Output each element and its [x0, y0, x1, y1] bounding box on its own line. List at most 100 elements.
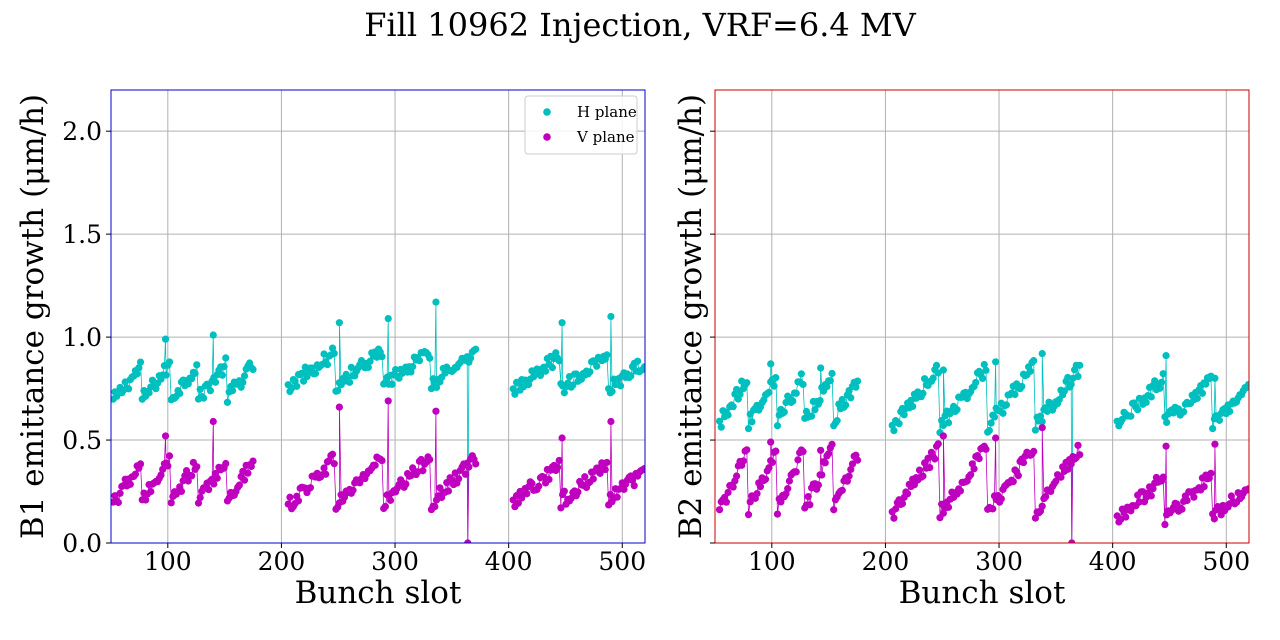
data-point	[1064, 465, 1072, 473]
data-point	[926, 463, 934, 472]
data-point	[386, 496, 395, 504]
data-point	[817, 446, 825, 454]
data-point	[999, 409, 1007, 417]
data-point	[589, 475, 597, 483]
data-point	[334, 387, 342, 395]
data-point	[409, 363, 417, 371]
data-point	[744, 424, 753, 433]
data-point	[847, 465, 855, 474]
legend-label: H plane	[577, 103, 637, 121]
data-point	[574, 488, 582, 496]
data-point	[349, 486, 357, 494]
data-point	[753, 489, 761, 498]
data-point	[845, 472, 853, 480]
data-point	[116, 489, 124, 497]
data-point	[330, 460, 338, 468]
y-tick-label: 2.0	[62, 117, 102, 146]
data-point	[1038, 417, 1046, 426]
data-point	[603, 351, 611, 359]
data-point	[1134, 406, 1142, 414]
data-point	[1244, 485, 1249, 493]
data-point	[743, 446, 751, 454]
data-point	[593, 362, 601, 370]
data-point	[909, 402, 917, 411]
data-point	[838, 395, 846, 404]
series-h-plane	[111, 298, 645, 543]
data-point	[799, 380, 807, 389]
data-point	[135, 364, 143, 372]
data-point	[1118, 415, 1126, 423]
data-point	[514, 499, 522, 507]
data-point	[167, 499, 175, 507]
data-point	[848, 460, 857, 468]
data-point	[1226, 407, 1234, 416]
data-point	[1207, 469, 1215, 477]
data-point	[765, 464, 773, 472]
data-point	[1211, 440, 1219, 448]
data-point	[322, 470, 330, 478]
data-point	[1147, 393, 1155, 401]
data-point	[630, 482, 638, 490]
data-point	[286, 493, 294, 501]
data-point	[206, 387, 215, 395]
y-axis-label: B2 emittance growth (μm/h)	[673, 94, 709, 539]
data-point	[1162, 352, 1170, 360]
data-point	[1074, 372, 1082, 381]
data-point	[773, 510, 782, 518]
data-point	[953, 406, 961, 414]
data-point	[184, 380, 192, 388]
series-v-plane	[715, 424, 1249, 543]
y-axis-label: B1 emittance growth (μm/h)	[15, 94, 51, 539]
data-point	[1209, 424, 1217, 433]
x-axis-label: Bunch slot	[295, 575, 462, 611]
x-tick-label: 400	[1089, 547, 1137, 576]
data-point	[1142, 398, 1150, 406]
data-point	[415, 357, 424, 365]
data-point	[528, 479, 536, 488]
data-point	[133, 370, 141, 378]
data-point	[724, 411, 732, 419]
data-point	[1076, 451, 1084, 459]
data-point	[603, 458, 611, 467]
data-point	[830, 506, 838, 514]
data-point	[1060, 387, 1068, 395]
data-point	[223, 398, 232, 406]
data-point	[164, 462, 172, 470]
data-point	[817, 364, 825, 372]
data-point	[345, 378, 354, 386]
data-point	[890, 514, 898, 522]
data-point	[640, 464, 645, 473]
data-point	[1161, 520, 1169, 529]
data-point	[797, 370, 805, 378]
data-point	[426, 354, 434, 362]
data-point	[814, 481, 822, 489]
data-point	[1038, 424, 1046, 432]
data-point	[806, 501, 814, 509]
data-point	[222, 459, 230, 468]
data-point	[213, 474, 221, 482]
data-point	[557, 504, 565, 512]
y-tick-label: 0.5	[62, 426, 102, 455]
data-point	[1193, 394, 1201, 402]
data-point	[1068, 539, 1076, 543]
data-point	[1183, 496, 1191, 505]
data-point	[555, 357, 563, 365]
x-tick-label: 300	[371, 547, 419, 576]
data-point	[125, 385, 133, 393]
data-point	[903, 490, 912, 498]
data-point	[613, 493, 621, 501]
data-point	[852, 383, 860, 391]
data-point	[785, 477, 794, 485]
data-point	[826, 377, 834, 385]
data-point	[293, 382, 301, 390]
data-point	[978, 374, 987, 383]
data-point	[308, 364, 316, 372]
data-point	[1157, 378, 1166, 386]
data-point	[1038, 349, 1046, 358]
data-point	[1244, 380, 1249, 389]
data-point	[323, 360, 332, 369]
data-point	[162, 371, 170, 379]
data-point	[196, 385, 204, 393]
data-point	[294, 497, 303, 505]
